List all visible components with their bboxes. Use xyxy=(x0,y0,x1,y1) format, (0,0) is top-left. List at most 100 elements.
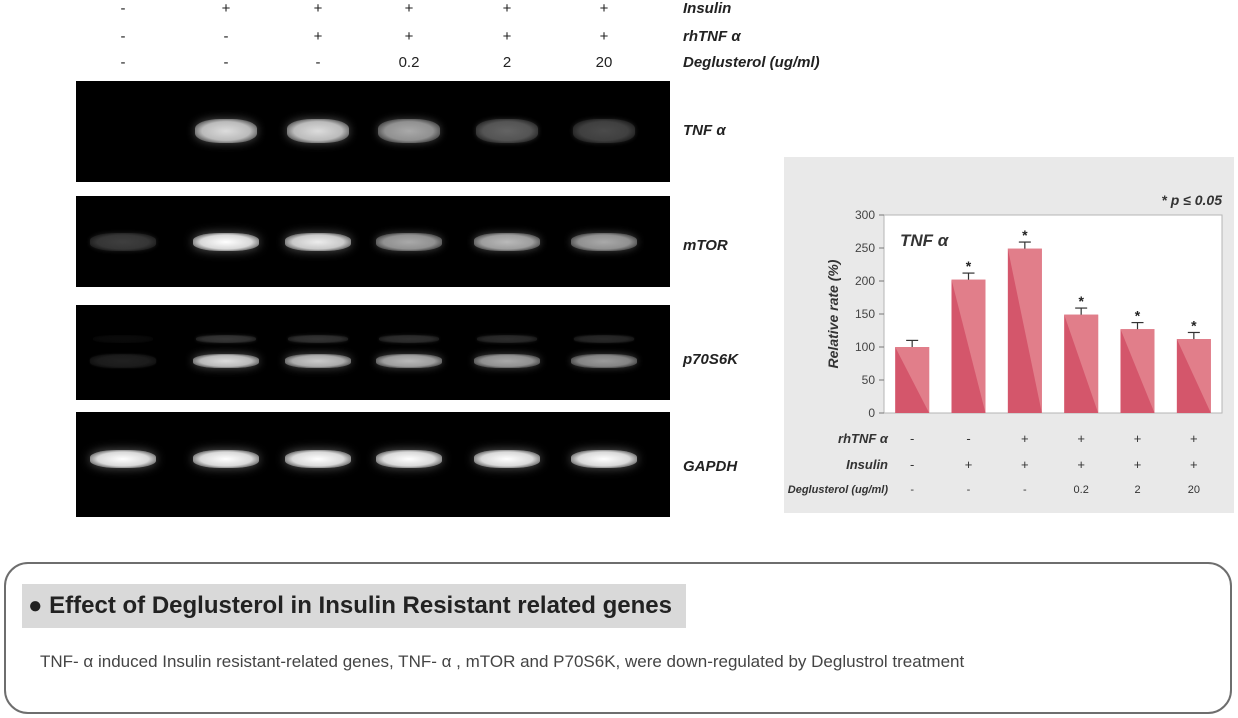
gel-condition-cell: + xyxy=(313,28,323,45)
bar-chart: 0 50 100 150 200 250 300 Relative rate (%) TNF α… xyxy=(788,192,1223,496)
significance-star: * xyxy=(1078,293,1084,309)
gel-band xyxy=(193,450,259,468)
gel-condition-cell: + xyxy=(313,0,323,17)
gel-condition-cell: - xyxy=(120,28,126,45)
gel-band xyxy=(571,354,637,368)
gel-condition-cell: - xyxy=(223,28,229,45)
gel-band xyxy=(287,119,349,143)
gel-condition-cell: + xyxy=(221,0,231,17)
gel-band xyxy=(93,335,153,343)
gel-condition-cell: + xyxy=(599,28,609,45)
gel-band xyxy=(574,335,634,343)
gel-condition-cell: 20 xyxy=(595,54,613,71)
gel-band xyxy=(474,233,540,251)
gel-condition-label-deglusterol: Deglusterol (ug/ml) xyxy=(683,54,820,71)
y-axis-label: Relative rate (%) xyxy=(825,259,841,368)
gel-band xyxy=(477,335,537,343)
gel-band xyxy=(285,233,351,251)
gel-condition-cell: + xyxy=(502,28,512,45)
gel-condition-label-insulin: Insulin xyxy=(683,0,732,17)
gel-blot-mtor xyxy=(76,196,670,287)
chart-condition-cell: + xyxy=(1134,457,1142,472)
chart-condition-cell: + xyxy=(1077,431,1085,446)
significance-star: * xyxy=(966,258,972,274)
chart-condition-cell: + xyxy=(1190,431,1198,446)
gel-band xyxy=(573,119,635,143)
chart-condition-cell: - xyxy=(910,484,914,496)
gel-label-p70s6k: p70S6K xyxy=(683,351,739,368)
chart-title: TNF α xyxy=(900,231,950,250)
gel-band xyxy=(376,354,442,368)
bar-highlight xyxy=(1176,339,1211,413)
bar-highlight xyxy=(895,347,930,413)
chart-condition-label: Insulin xyxy=(846,457,888,472)
gel-condition-cell: - xyxy=(223,54,229,71)
gel-condition-cell: + xyxy=(404,28,414,45)
gel-band xyxy=(376,233,442,251)
gel-condition-cell: 2 xyxy=(502,54,512,71)
gel-blot-p70s6k xyxy=(76,305,670,400)
gel-condition-label-rhtnf: rhTNF α xyxy=(683,28,741,45)
y-tick-label: 0 xyxy=(868,406,875,420)
significance-star: * xyxy=(1135,308,1141,324)
gel-band xyxy=(285,354,351,368)
gel-band xyxy=(90,450,156,468)
bar-highlight xyxy=(1064,314,1099,413)
chart-condition-cell: 20 xyxy=(1188,484,1200,496)
gel-band xyxy=(196,335,256,343)
chart-condition-label: rhTNF α xyxy=(838,431,889,446)
chart-condition-cell: - xyxy=(910,457,914,472)
gel-condition-cell: - xyxy=(120,54,126,71)
gel-band xyxy=(378,119,440,143)
chart-condition-cell: + xyxy=(1190,457,1198,472)
gel-band xyxy=(90,354,156,368)
gel-condition-cell: + xyxy=(404,0,414,17)
gel-band xyxy=(288,335,348,343)
gel-condition-cell: + xyxy=(599,0,609,17)
y-tick-label: 100 xyxy=(855,340,875,354)
plot-area xyxy=(883,214,1223,414)
chart-condition-cell: + xyxy=(1077,457,1085,472)
gel-band xyxy=(571,450,637,468)
chart-condition-cell: + xyxy=(1021,457,1029,472)
chart-condition-label: Deglusterol (ug/ml) xyxy=(788,484,889,496)
gel-band xyxy=(571,233,637,251)
summary-box: ● Effect of Deglusterol in Insulin Resis… xyxy=(4,562,1232,714)
gel-band xyxy=(376,450,442,468)
gel-condition-cell: - xyxy=(120,0,126,17)
gel-band xyxy=(193,233,259,251)
gel-blot-gapdh xyxy=(76,412,670,517)
y-tick-label: 200 xyxy=(855,274,875,288)
gel-condition-row-deglusterol: - - - 0.2 2 20 Deglusterol (ug/ml) xyxy=(0,54,830,74)
chart-condition-cell: + xyxy=(965,457,973,472)
gel-band xyxy=(193,354,259,368)
chart-condition-cell: - xyxy=(966,431,970,446)
gel-condition-row-rhtnf: - - + + + + rhTNF α xyxy=(0,28,830,48)
chart-condition-cell: - xyxy=(1023,484,1027,496)
chart-condition-cell: + xyxy=(1134,431,1142,446)
bar-highlight xyxy=(1007,248,1042,413)
gel-condition-cell: + xyxy=(502,0,512,17)
gel-condition-row-insulin: - + + + + + Insulin xyxy=(0,0,830,20)
gel-label-tnf: TNF α xyxy=(683,122,726,139)
chart-panel: 0 50 100 150 200 250 300 Relative rate (%) TNF α… xyxy=(784,157,1234,513)
chart-condition-cell: - xyxy=(910,431,914,446)
gel-blot-tnf xyxy=(76,81,670,182)
significance-star: * xyxy=(1191,317,1197,333)
gel-label-mtor: mTOR xyxy=(683,237,728,254)
gel-band xyxy=(285,450,351,468)
significance-star: * xyxy=(1022,227,1028,243)
y-tick-label: 300 xyxy=(855,208,875,222)
y-tick-label: 250 xyxy=(855,241,875,255)
chart-condition-cell: 0.2 xyxy=(1074,484,1089,496)
gel-band xyxy=(474,450,540,468)
summary-text: TNF- α induced Insulin resistant-related… xyxy=(40,652,965,671)
gel-label-gapdh: GAPDH xyxy=(683,458,738,475)
y-tick-label: 50 xyxy=(862,373,876,387)
chart-condition-cell: - xyxy=(967,484,971,496)
chart-condition-cell: 2 xyxy=(1134,484,1140,496)
gel-condition-cell: - xyxy=(315,54,321,71)
gel-band xyxy=(195,119,257,143)
gel-condition-cell: 0.2 xyxy=(398,54,420,71)
summary-title: ● Effect of Deglusterol in Insulin Resis… xyxy=(22,584,686,628)
